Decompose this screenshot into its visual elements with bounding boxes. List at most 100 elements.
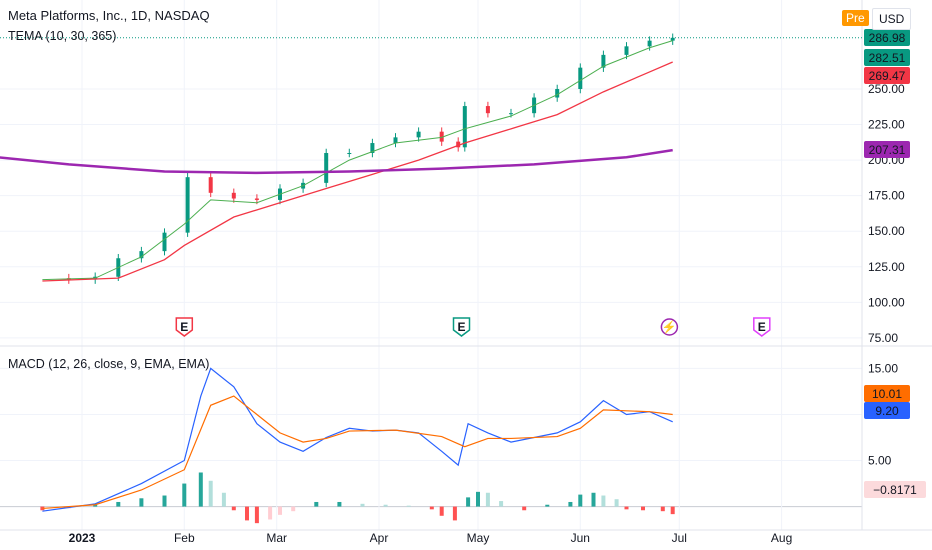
price-value-badge: [864, 49, 910, 66]
macd-histogram-bar[interactable]: [591, 492, 596, 507]
macd-histogram-bar[interactable]: [499, 501, 504, 507]
macd-histogram-bar[interactable]: [578, 494, 583, 507]
price-value-badge-label: 207.31: [869, 143, 906, 157]
macd-histogram-bar[interactable]: [93, 504, 98, 507]
dividend-marker-icon[interactable]: [660, 318, 679, 336]
earnings-marker-label: E: [180, 320, 188, 334]
candle-body[interactable]: [416, 131, 421, 138]
price-value-badge: [864, 29, 910, 46]
candle-body[interactable]: [485, 106, 490, 114]
macd-histogram-bar[interactable]: [485, 492, 490, 507]
macd-histogram-bar[interactable]: [601, 495, 606, 507]
price-value-badge-label: 282.51: [869, 51, 906, 65]
macd-histogram-bar[interactable]: [198, 472, 203, 507]
macd-value-badge: [864, 402, 910, 419]
tema-line-30[interactable]: [42, 61, 673, 282]
macd-histogram-bar[interactable]: [670, 506, 675, 515]
candle-body[interactable]: [370, 143, 375, 153]
macd-histogram-bar[interactable]: [476, 491, 480, 507]
macd-value-badge-label: 10.01: [872, 387, 902, 401]
macd-value-badge: [864, 385, 910, 402]
candle-body[interactable]: [139, 251, 144, 259]
macd-histogram-bar[interactable]: [439, 506, 444, 516]
price-axis-tick-label: 125.00: [868, 260, 905, 274]
candle-body[interactable]: [208, 177, 213, 193]
candle-body[interactable]: [624, 46, 629, 55]
macd-histogram-bar[interactable]: [624, 506, 629, 510]
macd-histogram-bar[interactable]: [660, 506, 665, 512]
time-axis-tick-label: May: [467, 531, 490, 545]
earnings-marker-icon[interactable]: [452, 317, 471, 337]
macd-histogram-bar[interactable]: [568, 501, 573, 507]
tema-line-365[interactable]: [0, 148, 673, 175]
macd-histogram-bar[interactable]: [614, 499, 619, 507]
candle-body[interactable]: [670, 37, 675, 41]
macd-histogram-bar[interactable]: [139, 498, 144, 507]
price-value-badge-label: 269.47: [869, 69, 906, 83]
price-axis-tick-label: 75.00: [868, 331, 898, 345]
macd-histogram-bar[interactable]: [116, 501, 121, 507]
candle-body[interactable]: [456, 141, 461, 148]
candle-body[interactable]: [347, 153, 352, 154]
price-axis-tick-label: 225.00: [868, 118, 905, 132]
macd-histogram-bar[interactable]: [245, 506, 249, 521]
macd-histogram-bar[interactable]: [182, 483, 187, 507]
macd-histogram-bar[interactable]: [452, 506, 457, 521]
candle-body[interactable]: [462, 106, 467, 148]
macd-histogram-bar[interactable]: [383, 504, 388, 507]
macd-histogram-bar[interactable]: [360, 503, 365, 507]
macd-histogram-bar[interactable]: [641, 506, 645, 511]
candle-body[interactable]: [555, 89, 560, 98]
symbol-title[interactable]: Meta Platforms, Inc., 1D, NASDAQ: [8, 8, 210, 23]
macd-study-label[interactable]: MACD (12, 26, close, 9, EMA, EMA): [8, 357, 210, 371]
macd-histogram-bar[interactable]: [231, 506, 236, 511]
earnings-marker-icon[interactable]: [753, 317, 771, 337]
time-axis-tick-label: 2023: [69, 531, 96, 545]
candle-body[interactable]: [601, 54, 606, 68]
tema-line-10[interactable]: [42, 40, 673, 281]
macd-histogram-bar[interactable]: [545, 504, 550, 507]
macd-histogram-bar[interactable]: [162, 495, 167, 507]
macd-histogram-bar[interactable]: [466, 497, 471, 507]
time-axis-tick-label: Feb: [174, 531, 195, 545]
price-value-badge-label: 286.98: [869, 31, 906, 45]
macd-histogram-bar[interactable]: [278, 506, 282, 515]
macd-histogram-bar[interactable]: [429, 506, 434, 510]
price-axis-tick-label: 100.00: [868, 295, 905, 309]
price-axis-tick-label: 250.00: [868, 82, 905, 96]
macd-histogram-bar[interactable]: [254, 506, 259, 524]
earnings-marker-icon[interactable]: [175, 317, 194, 337]
candle-body[interactable]: [324, 153, 329, 183]
macd-histogram-bar[interactable]: [291, 506, 296, 512]
candle-body[interactable]: [509, 113, 513, 115]
macd-line-macd[interactable]: [42, 367, 673, 512]
macd-histogram-bar[interactable]: [314, 501, 319, 507]
macd-axis-tick-label: 15.00: [868, 361, 898, 375]
macd-line-signal[interactable]: [42, 395, 673, 510]
macd-histogram-bar[interactable]: [268, 506, 273, 520]
time-axis-tick-label: Aug: [771, 531, 792, 545]
candle-body[interactable]: [393, 137, 398, 144]
macd-histogram-bar[interactable]: [522, 506, 527, 511]
price-value-badge: [864, 141, 910, 158]
candle-body[interactable]: [439, 131, 444, 142]
macd-histogram-bar[interactable]: [406, 505, 411, 507]
candle-body[interactable]: [162, 232, 167, 252]
macd-histogram-bar[interactable]: [221, 492, 226, 507]
currency-button[interactable]: USD: [872, 8, 912, 30]
macd-histogram-bar[interactable]: [208, 480, 213, 507]
candle-body[interactable]: [254, 198, 259, 200]
candle-body[interactable]: [578, 67, 583, 89]
price-axis-tick-label: 150.00: [868, 224, 905, 238]
time-axis-tick-label: Jul: [672, 531, 687, 545]
macd-axis-tick-label: 5.00: [868, 454, 892, 468]
time-axis-tick-label: Mar: [266, 531, 287, 545]
candle-body[interactable]: [185, 177, 190, 233]
macd-value-badge: [864, 481, 926, 498]
pre-market-badge[interactable]: Pre: [842, 10, 869, 26]
macd-histogram-bar[interactable]: [337, 501, 342, 507]
candle-body[interactable]: [231, 192, 236, 199]
tema-study-label[interactable]: TEMA (10, 30, 365): [8, 29, 117, 43]
candle-body[interactable]: [647, 40, 652, 47]
